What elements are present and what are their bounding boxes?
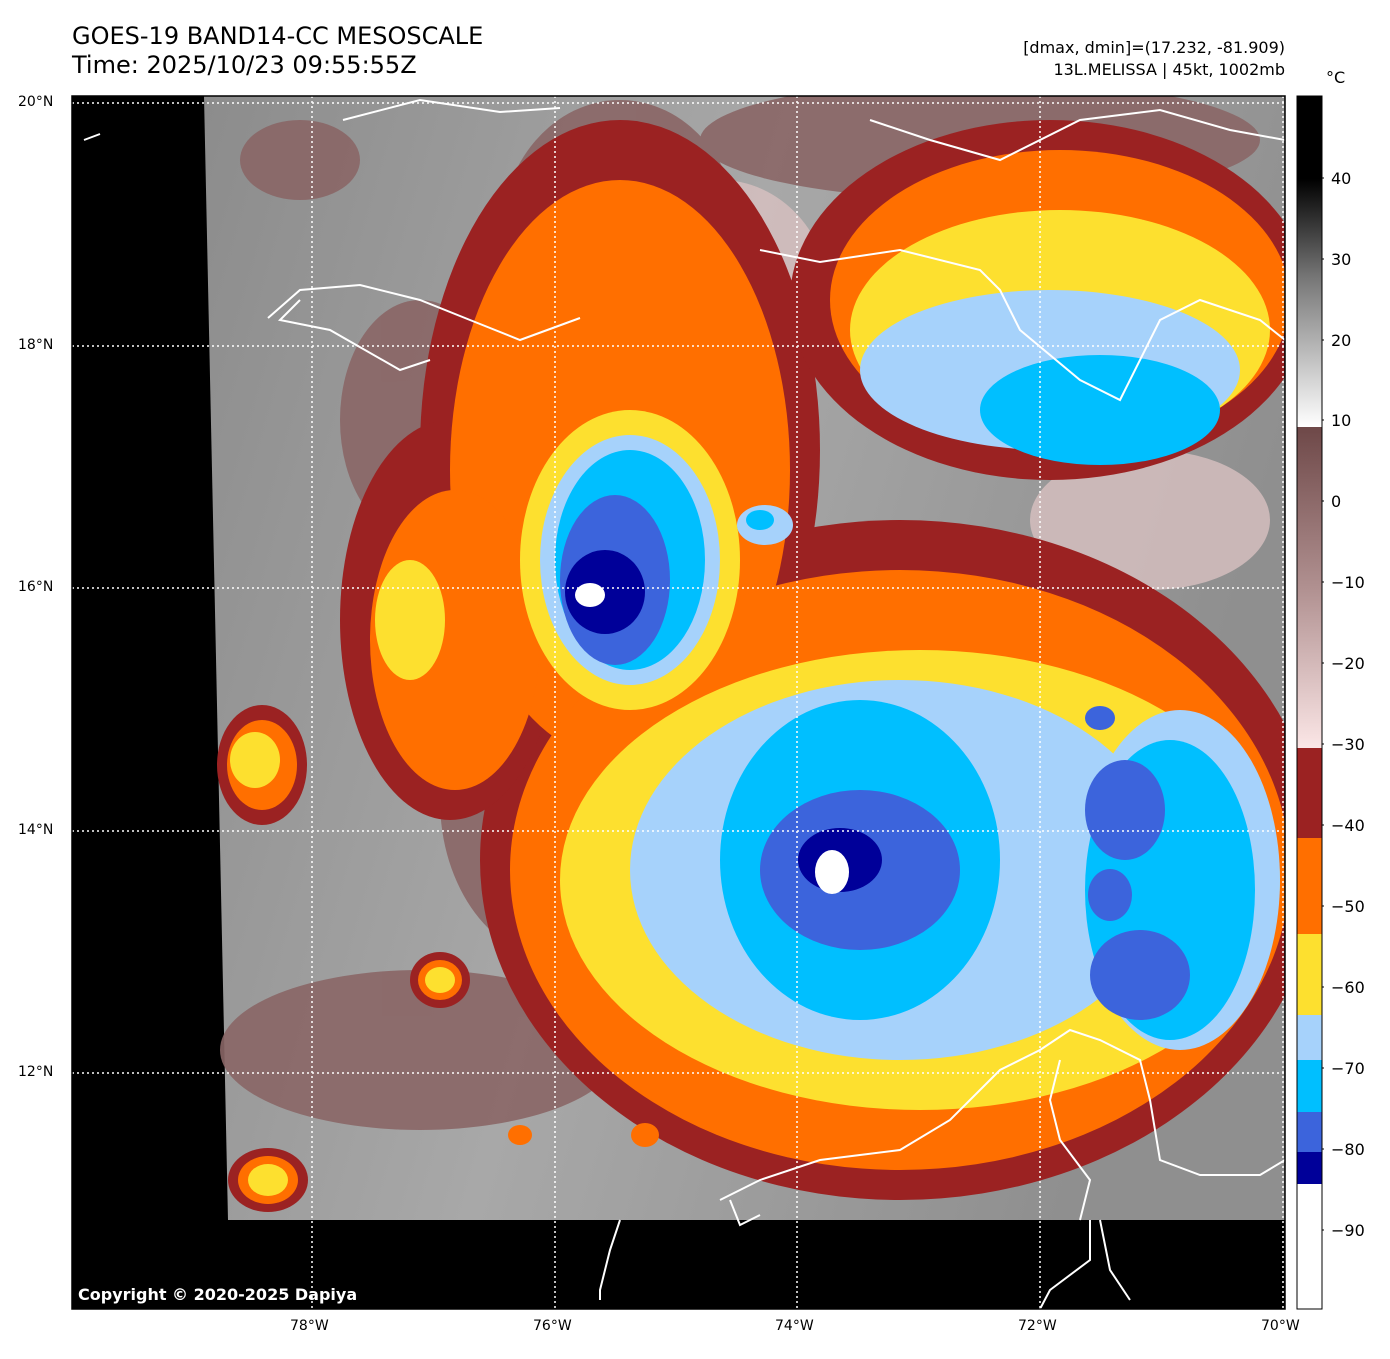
colorbar-tick: −90 — [1331, 1221, 1365, 1240]
lat-label-20n: 20°N — [18, 94, 54, 110]
colorbar-tick: −40 — [1331, 816, 1365, 835]
lon-label-72w: 72°W — [1018, 1318, 1057, 1334]
colorbar-tick: −20 — [1331, 654, 1365, 673]
colorbar-tick: −60 — [1331, 978, 1365, 997]
lat-label-18n: 18°N — [18, 337, 54, 353]
colorbar — [1296, 95, 1324, 1310]
colorbar-tick: −10 — [1331, 573, 1365, 592]
map-title: GOES-19 BAND14-CC MESOSCALE — [72, 22, 484, 50]
colorbar-unit: °C — [1326, 68, 1346, 87]
colorbar-tick: 0 — [1331, 492, 1342, 511]
lon-label-78w: 78°W — [290, 1318, 329, 1334]
lon-label-74w: 74°W — [775, 1318, 814, 1334]
lat-label-16n: 16°N — [18, 579, 54, 595]
storm-dmax-dmin: [dmax, dmin]=(17.232, -81.909) — [1023, 38, 1285, 57]
colorbar-tick: −50 — [1331, 897, 1365, 916]
colorbar-tick: −80 — [1331, 1140, 1365, 1159]
colorbar-tick: 30 — [1331, 250, 1352, 269]
map-time: Time: 2025/10/23 09:55:55Z — [72, 51, 417, 79]
lat-label-12n: 12°N — [18, 1064, 54, 1080]
colorbar-tick: 10 — [1331, 411, 1352, 430]
colorbar-tick: 20 — [1331, 331, 1352, 350]
colorbar-tick: −30 — [1331, 735, 1365, 754]
colorbar-tick: −70 — [1331, 1059, 1365, 1078]
lat-label-14n: 14°N — [18, 822, 54, 838]
lon-label-70w: 70°W — [1261, 1318, 1300, 1334]
copyright-text: Copyright © 2020-2025 Dapiya — [78, 1285, 358, 1304]
lon-label-76w: 76°W — [533, 1318, 572, 1334]
colorbar-tick: 40 — [1331, 169, 1352, 188]
storm-info: 13L.MELISSA | 45kt, 1002mb — [1053, 60, 1285, 79]
